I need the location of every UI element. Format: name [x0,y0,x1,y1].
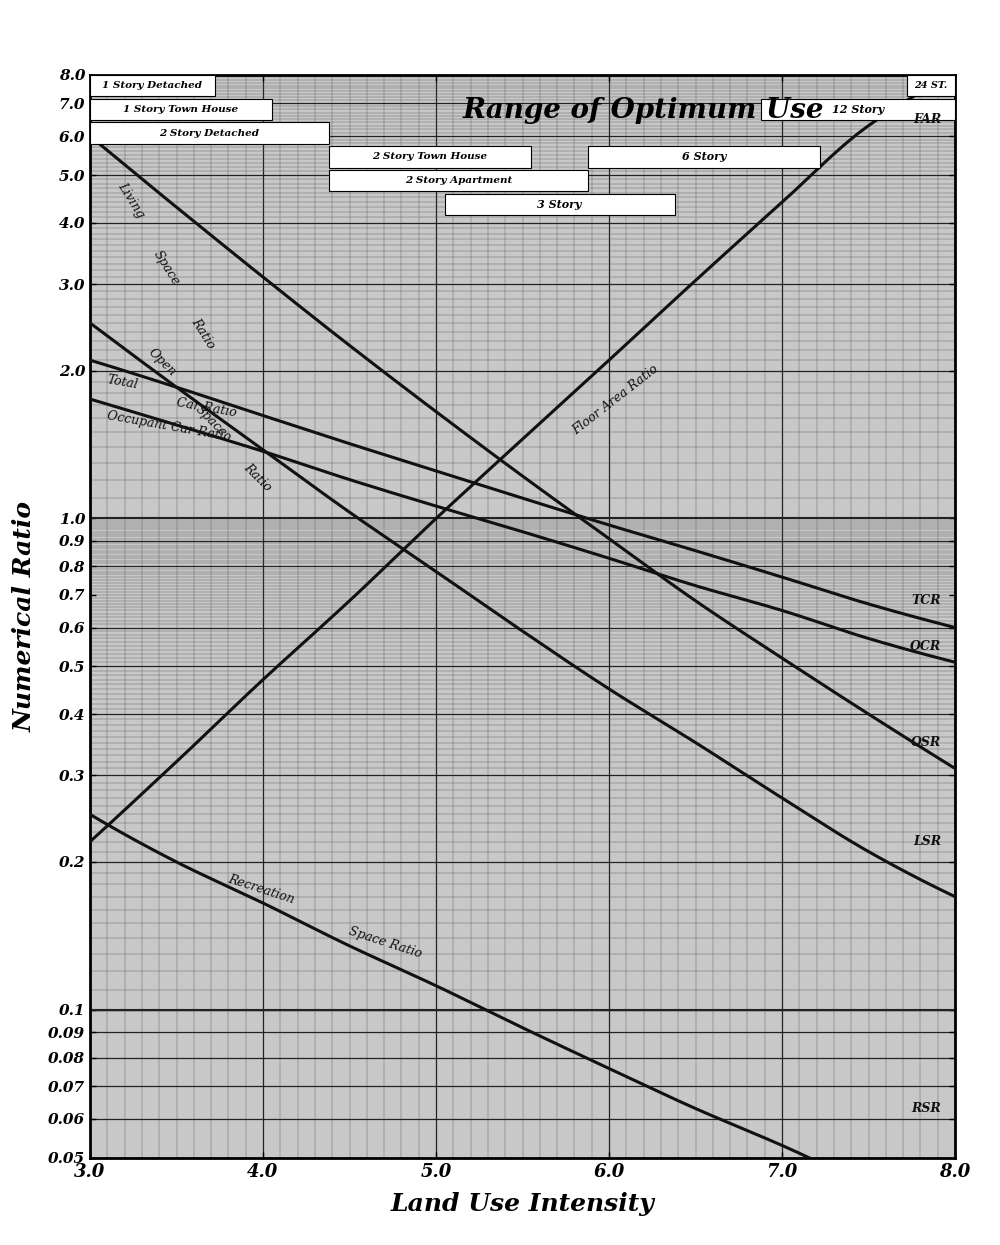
Bar [761,98,955,120]
Text: Ratio: Ratio [241,461,274,494]
Text: Open: Open [146,346,179,378]
Text: 6 Story: 6 Story [682,152,726,162]
Text: OCR: OCR [910,640,941,652]
Bar [445,194,675,215]
Text: Car Ratio: Car Ratio [175,396,237,420]
Bar [588,146,820,168]
Text: Space Ratio: Space Ratio [347,925,424,960]
Bar [90,98,272,120]
Bar [907,75,955,96]
Text: 24 ST.: 24 ST. [914,81,947,90]
Bar [329,171,588,192]
Text: 12 Story: 12 Story [832,103,884,115]
Text: FAR: FAR [913,112,941,126]
Bar [90,122,329,144]
Text: 1 Story Detached: 1 Story Detached [102,81,202,90]
Text: 3 Story: 3 Story [537,199,582,210]
Text: OSR: OSR [911,736,941,749]
Y-axis label: Numerical Ratio: Numerical Ratio [13,500,37,732]
Bar [329,146,531,168]
Text: Living: Living [116,181,148,220]
Bar [90,75,215,96]
Text: 2 Story Town House: 2 Story Town House [372,152,488,162]
Text: Space: Space [193,403,229,439]
Text: 2 Story Apartment: 2 Story Apartment [405,177,512,186]
Text: Occupant Car Ratio: Occupant Car Ratio [106,410,232,443]
X-axis label: Land Use Intensity: Land Use Intensity [391,1191,654,1216]
Text: Floor Area Ratio: Floor Area Ratio [570,362,661,437]
Text: 2 Story Detached: 2 Story Detached [159,128,259,138]
Text: LSR: LSR [913,835,941,848]
Text: RSR: RSR [911,1102,941,1116]
Text: Recreation: Recreation [226,873,296,906]
Text: TCR: TCR [912,594,941,608]
Text: Space: Space [150,248,182,288]
Text: Total: Total [106,372,139,391]
Text: 1 Story Town House: 1 Story Town House [123,105,238,113]
Text: Range of Optimum Use: Range of Optimum Use [463,97,824,124]
Text: Ratio: Ratio [188,315,217,351]
